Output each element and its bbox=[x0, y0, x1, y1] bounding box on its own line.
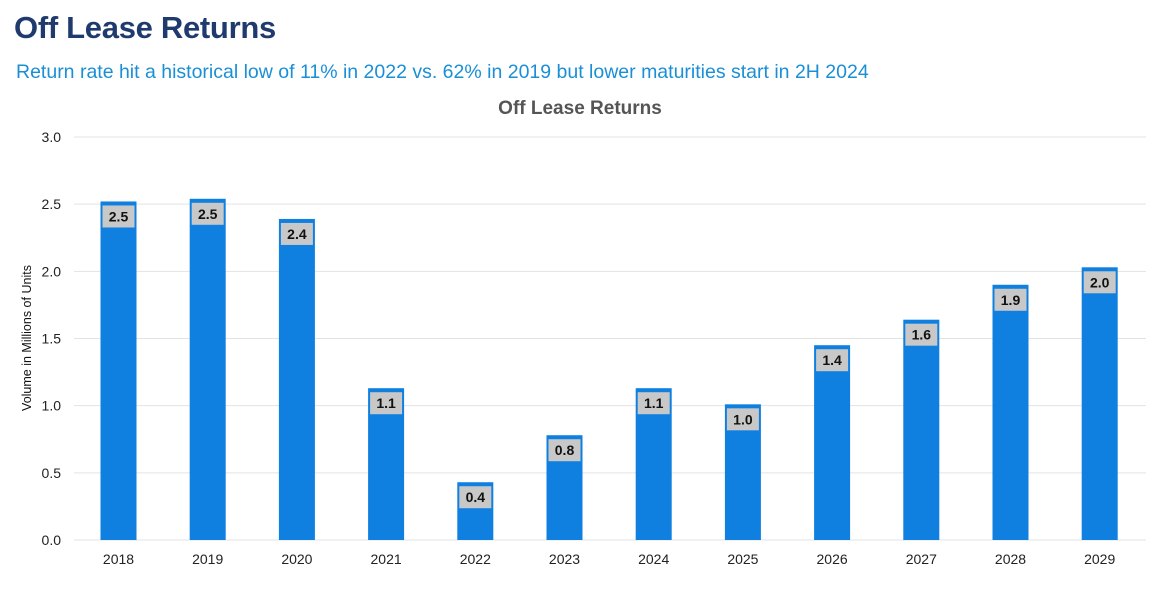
data-label-box bbox=[726, 408, 759, 431]
x-tick-label: 2028 bbox=[995, 551, 1026, 567]
data-label: 0.8 bbox=[555, 442, 575, 458]
x-tick-label: 2026 bbox=[817, 551, 848, 567]
bar bbox=[903, 319, 940, 540]
bar bbox=[189, 198, 226, 540]
x-tick-label: 2020 bbox=[281, 551, 312, 567]
bar bbox=[1081, 267, 1118, 540]
y-tick-label: 0.5 bbox=[42, 465, 62, 481]
page-title: Off Lease Returns bbox=[14, 10, 276, 45]
data-label-box bbox=[548, 439, 581, 462]
data-label: 1.9 bbox=[1001, 292, 1021, 308]
data-label-box bbox=[637, 392, 670, 415]
y-tick-label: 0.0 bbox=[42, 532, 62, 548]
chart-title: Off Lease Returns bbox=[498, 98, 662, 119]
bar bbox=[992, 284, 1029, 540]
x-tick-label: 2023 bbox=[549, 551, 580, 567]
data-label: 1.1 bbox=[644, 395, 664, 411]
y-axis-ticks: 0.0 0.5 1.0 1.5 2.0 2.5 3.0 bbox=[42, 129, 62, 548]
gridlines bbox=[74, 136, 1146, 541]
y-tick-label: 2.0 bbox=[42, 263, 62, 279]
data-label-box bbox=[905, 323, 938, 346]
data-label: 1.0 bbox=[733, 411, 753, 427]
data-label-box bbox=[102, 205, 135, 228]
x-tick-label: 2025 bbox=[727, 551, 758, 567]
x-tick-label: 2019 bbox=[192, 551, 223, 567]
x-tick-label: 2021 bbox=[371, 551, 402, 567]
data-label: 1.6 bbox=[912, 327, 932, 343]
data-label: 2.5 bbox=[109, 208, 129, 224]
data-label-box bbox=[280, 222, 313, 245]
x-tick-label: 2027 bbox=[906, 551, 937, 567]
x-tick-label: 2029 bbox=[1084, 551, 1115, 567]
data-label: 0.4 bbox=[466, 489, 486, 505]
y-tick-label: 1.0 bbox=[42, 398, 62, 414]
y-tick-label: 3.0 bbox=[42, 129, 62, 145]
y-tick-label: 1.5 bbox=[42, 331, 62, 347]
data-label-box bbox=[191, 202, 224, 225]
page-subtitle: Return rate hit a historical low of 11% … bbox=[16, 61, 869, 83]
y-tick-label: 2.5 bbox=[42, 196, 62, 212]
data-label: 1.1 bbox=[376, 395, 396, 411]
data-label-box bbox=[994, 288, 1027, 311]
x-tick-label: 2024 bbox=[638, 551, 669, 567]
x-tick-label: 2018 bbox=[103, 551, 134, 567]
bar bbox=[100, 201, 137, 541]
bars: 2.5 2.5 2.4 1.1 0.4 0.8 1.1 1.0 1.4 1.6 1.9 2.0 bbox=[100, 198, 1118, 541]
data-label: 1.4 bbox=[822, 352, 842, 368]
data-label: 2.0 bbox=[1090, 274, 1110, 290]
data-label: 2.4 bbox=[287, 226, 307, 242]
x-tick-label: 2022 bbox=[460, 551, 491, 567]
data-label-box bbox=[1083, 271, 1116, 294]
data-label-box bbox=[459, 486, 492, 509]
data-label-box bbox=[816, 349, 849, 372]
bar bbox=[278, 218, 315, 540]
x-axis-ticks: 2018 2019 2020 2021 2022 2023 2024 2025 2026 2027… bbox=[103, 551, 1116, 567]
data-label: 2.5 bbox=[198, 206, 218, 222]
data-label-box bbox=[370, 392, 403, 415]
y-axis-label: Volume in Millions of Units bbox=[20, 265, 34, 411]
bar bbox=[814, 345, 851, 540]
